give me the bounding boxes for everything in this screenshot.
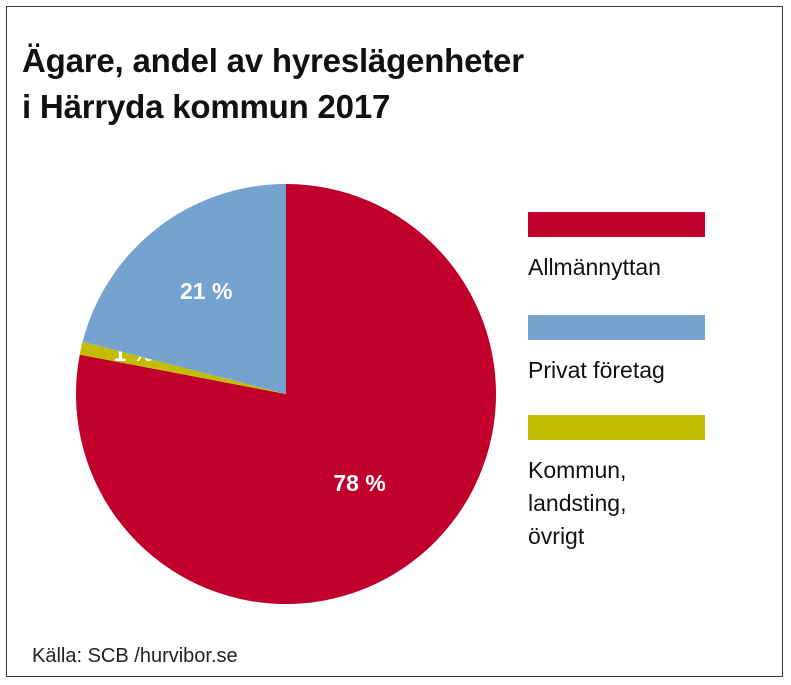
- chart-title: Ägare, andel av hyreslägenheter i Härryd…: [22, 38, 524, 130]
- pie-slice-kommun-landsting-övrigt: [79, 341, 286, 394]
- legend-item-kommun: Kommun, landsting, övrigt: [528, 415, 705, 553]
- legend-label-line: landsting,: [528, 490, 627, 516]
- legend-item-privat-foretag: Privat företag: [528, 315, 705, 387]
- legend-swatch-allmannyttan: [528, 212, 705, 237]
- legend-label-privat-foretag: Privat företag: [528, 354, 705, 387]
- legend-swatch-kommun: [528, 415, 705, 440]
- slice-label: 21 %: [180, 278, 232, 304]
- legend-label-line: Kommun,: [528, 457, 627, 483]
- chart-title-line-1: Ägare, andel av hyreslägenheter: [22, 42, 524, 79]
- legend-label-allmannyttan: Allmännyttan: [528, 251, 705, 284]
- legend-label-line: Privat företag: [528, 357, 665, 383]
- legend-label-kommun: Kommun, landsting, övrigt: [528, 454, 705, 553]
- pie-slice-privat-företag: [82, 184, 286, 394]
- legend-label-line: Allmännyttan: [528, 254, 661, 280]
- legend-item-allmannyttan: Allmännyttan: [528, 212, 705, 284]
- source-note: Källa: SCB /hurvibor.se: [32, 645, 238, 667]
- chart-title-line-2: i Härryda kommun 2017: [22, 88, 391, 125]
- legend-label-line: övrigt: [528, 523, 585, 549]
- slice-label: 78 %: [333, 470, 385, 496]
- legend-swatch-privat-foretag: [528, 315, 705, 340]
